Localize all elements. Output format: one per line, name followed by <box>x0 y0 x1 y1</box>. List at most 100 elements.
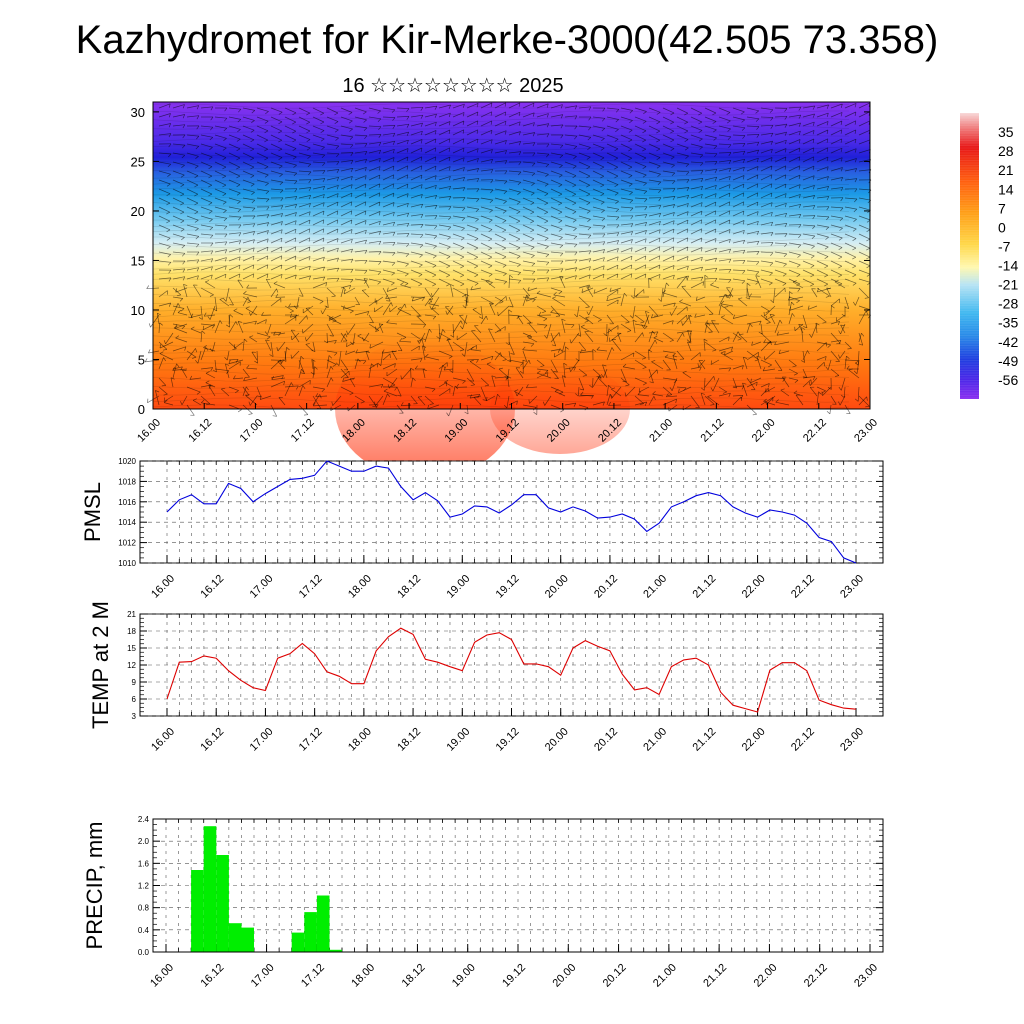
wind-barb <box>634 125 647 132</box>
wind-barb-flag <box>434 166 437 171</box>
wind-barb-flag <box>588 242 592 247</box>
wind-barb-flag <box>672 274 675 280</box>
wind-barb <box>816 233 829 238</box>
wind-barb-flag <box>238 256 241 261</box>
wind-barb <box>186 242 199 245</box>
wind-barb <box>186 386 201 393</box>
wind-barb-flag <box>686 220 689 225</box>
wind-barb-flag <box>194 211 199 215</box>
wind-barb <box>522 233 535 240</box>
wind-barb-flag <box>764 356 766 361</box>
temp-x-tick-label: 17.12 <box>297 726 325 754</box>
wind-barb-flag <box>770 117 774 121</box>
wind-barb <box>606 152 618 159</box>
wind-barb-flag <box>707 394 712 397</box>
wind-barb-flag <box>251 110 256 114</box>
wind-barb-flag <box>518 112 521 117</box>
wind-barb <box>774 359 783 371</box>
wind-barb <box>536 103 549 109</box>
wind-barb <box>298 237 310 244</box>
wind-barb-flag <box>180 220 185 224</box>
wind-barb <box>158 123 171 127</box>
wind-barb <box>690 170 704 172</box>
wind-barb <box>704 125 717 131</box>
wind-barb <box>760 332 772 343</box>
wind-barb <box>536 197 549 204</box>
wind-barb <box>480 355 494 361</box>
wind-barb <box>816 215 830 218</box>
wind-barb-flag <box>350 248 353 253</box>
wind-barb-flag <box>783 263 787 267</box>
wind-barb-flag <box>728 168 732 173</box>
wind-barb-flag <box>726 120 731 124</box>
wind-barb <box>606 299 619 307</box>
wind-barb-flag <box>448 129 451 134</box>
wind-barb <box>312 178 325 181</box>
wind-barb-flag <box>499 301 504 304</box>
wind-barb <box>676 246 689 253</box>
wind-barb <box>700 393 706 406</box>
wind-barb-flag <box>600 157 605 161</box>
wind-barb-flag <box>588 126 592 131</box>
wind-barb-flag <box>558 291 563 295</box>
wind-barb-flag <box>194 175 199 179</box>
wind-barb <box>844 359 859 361</box>
wind-barb-flag <box>794 379 799 383</box>
wind-barb <box>312 341 316 352</box>
wind-barb-flag <box>792 365 797 368</box>
wind-barb <box>202 323 216 331</box>
wind-barb-flag <box>366 311 370 316</box>
wind-barb <box>830 395 837 405</box>
wind-barb <box>788 260 801 266</box>
heatmap-x-tick-label: 17.12 <box>289 417 317 445</box>
wind-barb <box>474 325 482 334</box>
wind-barb-flag <box>574 313 578 318</box>
wind-barb <box>775 401 790 406</box>
wind-barb <box>508 197 521 203</box>
pmsl-y-tick-label: 1020 <box>118 457 136 466</box>
wind-barb <box>396 148 409 154</box>
wind-barb-flag <box>714 202 717 207</box>
wind-barb-flag <box>360 401 365 404</box>
wind-barb <box>452 206 466 209</box>
wind-barb <box>620 125 633 131</box>
wind-barb <box>340 134 353 138</box>
heatmap-contour <box>152 201 850 207</box>
wind-barb-flag <box>208 166 213 170</box>
wind-barb-flag <box>208 210 213 214</box>
wind-barb <box>522 161 536 164</box>
wind-barb <box>718 278 732 280</box>
wind-barb-flag <box>209 219 213 223</box>
wind-barb <box>260 395 272 400</box>
wind-barb-flag <box>644 255 647 260</box>
wind-barb <box>326 201 339 208</box>
wind-barb-flag <box>474 238 479 241</box>
wind-barb <box>225 363 230 379</box>
temp-x-tick-label: 19.12 <box>494 726 522 754</box>
wind-barb <box>648 125 660 132</box>
wind-barb <box>536 113 549 118</box>
wind-barb <box>830 368 840 376</box>
wind-barb <box>522 260 535 264</box>
wind-barb-flag <box>552 296 557 299</box>
wind-barb-flag <box>700 194 703 199</box>
wind-barb-flag <box>266 255 269 260</box>
wind-barb-flag <box>774 340 777 345</box>
wind-barb <box>634 188 647 192</box>
wind-barb <box>792 281 804 289</box>
wind-barb-flag <box>322 211 325 216</box>
wind-barb <box>228 215 241 218</box>
wind-barb <box>564 105 577 109</box>
wind-barb <box>494 179 508 182</box>
wind-barb <box>764 350 776 361</box>
wind-barb-flag <box>305 343 310 345</box>
wind-barb <box>718 152 732 154</box>
pmsl-x-tick-label: 22.12 <box>789 573 817 601</box>
wind-barb-flag <box>293 172 298 177</box>
wind-barb-flag <box>720 300 725 305</box>
wind-barb <box>312 116 325 123</box>
wind-barb <box>848 369 860 379</box>
wind-barb <box>765 314 776 321</box>
heatmap-contour <box>152 180 850 186</box>
wind-barb-flag <box>308 211 311 216</box>
